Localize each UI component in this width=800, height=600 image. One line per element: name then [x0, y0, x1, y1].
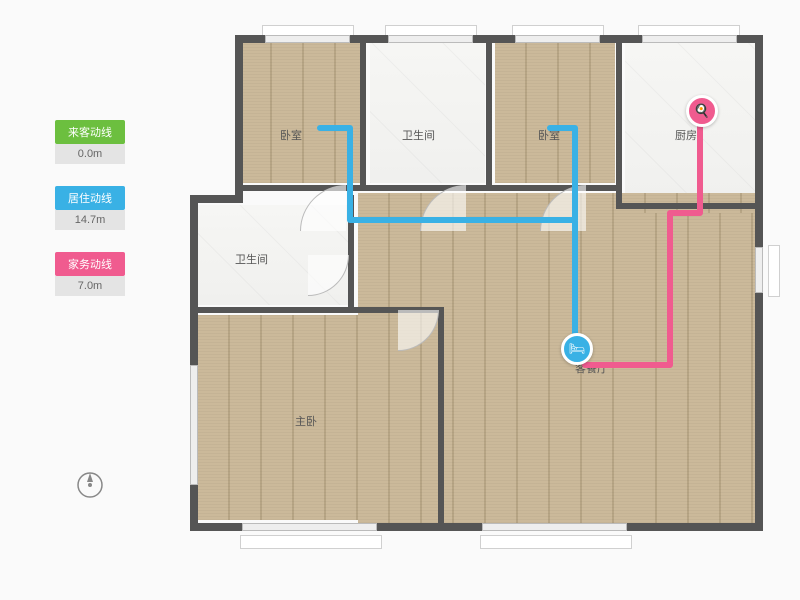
- window: [190, 365, 198, 485]
- legend-value-living: 14.7m: [55, 210, 125, 230]
- label-master: 主卧: [295, 413, 317, 429]
- window: [755, 247, 763, 293]
- legend-item-living: 居住动线 14.7m: [55, 186, 125, 230]
- step-right: [768, 245, 780, 297]
- door-arc: [300, 185, 346, 231]
- wall: [348, 195, 354, 310]
- wall: [616, 203, 761, 209]
- window: [482, 523, 627, 531]
- node-living-icon: 🛏: [561, 333, 593, 365]
- legend-title-house: 家务动线: [55, 252, 125, 276]
- legend-title-living: 居住动线: [55, 186, 125, 210]
- wall: [360, 35, 366, 185]
- room-bathroom2: [370, 43, 485, 183]
- floor-plan: 卧室 卫生间 卧室 厨房 卫生间 主卧 客餐厅 🍳 🛏: [180, 25, 780, 565]
- wall: [438, 307, 444, 527]
- legend-item-house: 家务动线 7.0m: [55, 252, 125, 296]
- legend: 来客动线 0.0m 居住动线 14.7m 家务动线 7.0m: [55, 120, 125, 318]
- room-bedroom2: [495, 43, 615, 183]
- door-arc: [420, 185, 466, 231]
- label-bedroom2: 卧室: [538, 127, 560, 143]
- legend-value-house: 7.0m: [55, 276, 125, 296]
- window: [242, 523, 377, 531]
- room-bedroom1: [240, 43, 360, 183]
- label-bedroom1: 卧室: [280, 127, 302, 143]
- window: [642, 35, 737, 43]
- room-kitchen: [625, 43, 755, 203]
- door-arc: [540, 185, 586, 231]
- window: [515, 35, 600, 43]
- pot-icon: 🍳: [694, 103, 710, 119]
- node-kitchen-icon: 🍳: [686, 95, 718, 127]
- legend-value-guest: 0.0m: [55, 144, 125, 164]
- label-bathroom2: 卫生间: [402, 127, 435, 143]
- legend-title-guest: 来客动线: [55, 120, 125, 144]
- step-bottom-2: [480, 535, 632, 549]
- step-bottom-1: [240, 535, 382, 549]
- wall: [486, 35, 492, 185]
- window: [388, 35, 473, 43]
- window: [265, 35, 350, 43]
- wall: [616, 35, 622, 205]
- bed-icon: 🛏: [569, 341, 586, 357]
- legend-item-guest: 来客动线 0.0m: [55, 120, 125, 164]
- label-bathroom1: 卫生间: [235, 251, 268, 267]
- compass-icon: [75, 470, 105, 500]
- wall: [235, 35, 243, 195]
- room-living-ext: [625, 213, 755, 523]
- label-kitchen: 厨房: [675, 127, 697, 143]
